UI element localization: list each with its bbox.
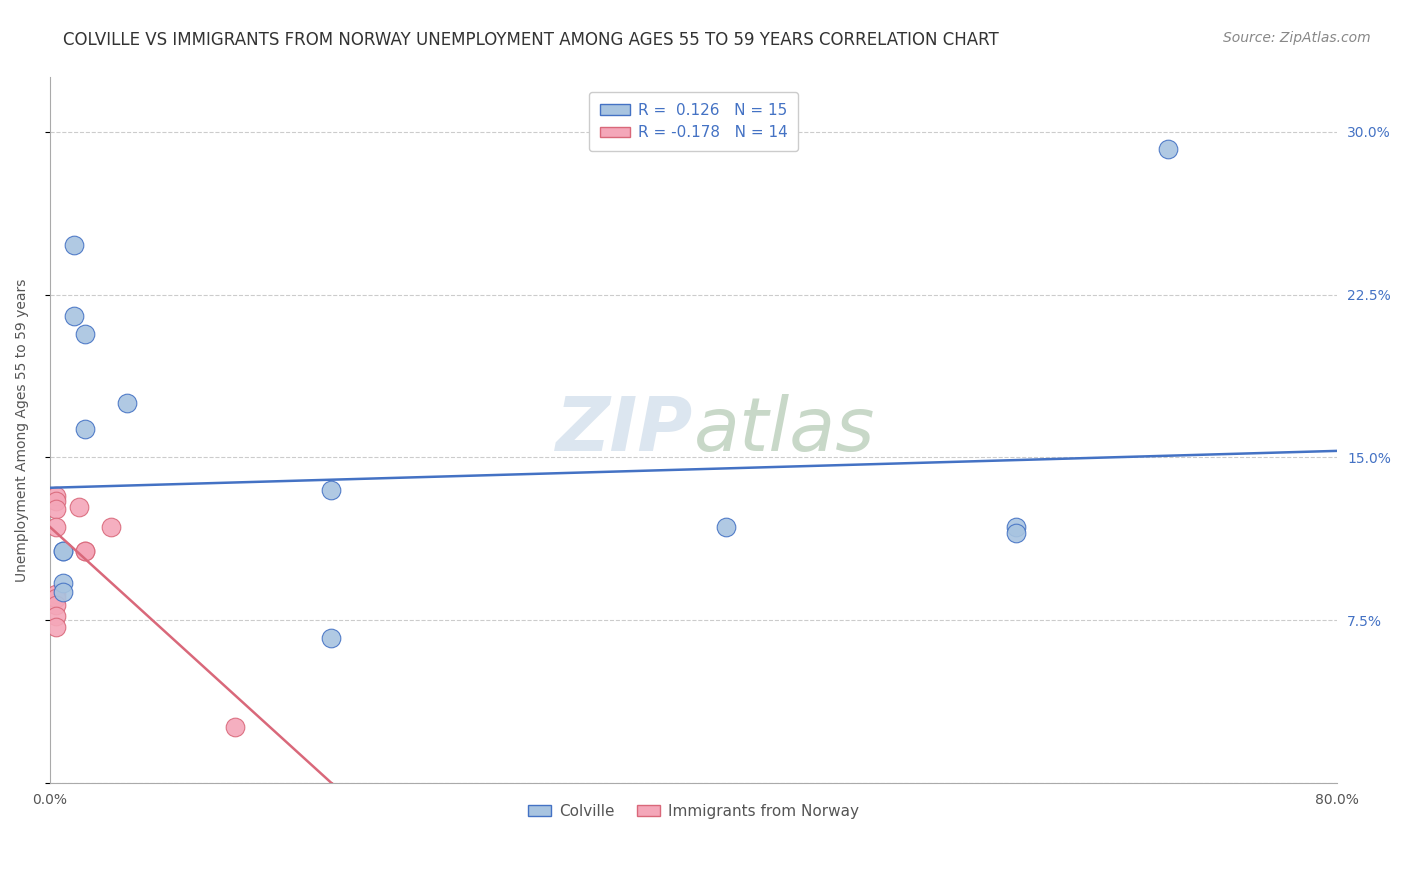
Point — [52, 576, 75, 591]
Point — [67, 500, 90, 515]
Point — [75, 543, 97, 558]
Point — [714, 520, 737, 534]
Point — [45, 520, 67, 534]
Point — [75, 326, 97, 341]
Point — [321, 631, 343, 645]
Y-axis label: Unemployment Among Ages 55 to 59 years: Unemployment Among Ages 55 to 59 years — [15, 278, 30, 582]
Point — [45, 591, 67, 606]
Point — [45, 587, 67, 601]
Text: Source: ZipAtlas.com: Source: ZipAtlas.com — [1223, 31, 1371, 45]
Text: COLVILLE VS IMMIGRANTS FROM NORWAY UNEMPLOYMENT AMONG AGES 55 TO 59 YEARS CORREL: COLVILLE VS IMMIGRANTS FROM NORWAY UNEMP… — [63, 31, 1000, 49]
Point — [115, 396, 138, 410]
Point — [224, 720, 246, 734]
Point — [1157, 142, 1180, 156]
Point — [45, 620, 67, 634]
Point — [75, 543, 97, 558]
Point — [45, 608, 67, 623]
Point — [52, 543, 75, 558]
Text: atlas: atlas — [693, 394, 875, 467]
Point — [45, 502, 67, 516]
Point — [52, 543, 75, 558]
Legend: Colville, Immigrants from Norway: Colville, Immigrants from Norway — [522, 797, 865, 825]
Point — [100, 520, 122, 534]
Point — [63, 237, 86, 252]
Point — [52, 585, 75, 599]
Point — [75, 422, 97, 436]
Point — [321, 483, 343, 497]
Text: ZIP: ZIP — [557, 393, 693, 467]
Point — [45, 598, 67, 612]
Point — [1004, 526, 1026, 541]
Point — [63, 310, 86, 324]
Point — [1004, 520, 1026, 534]
Point — [45, 493, 67, 508]
Point — [45, 490, 67, 504]
